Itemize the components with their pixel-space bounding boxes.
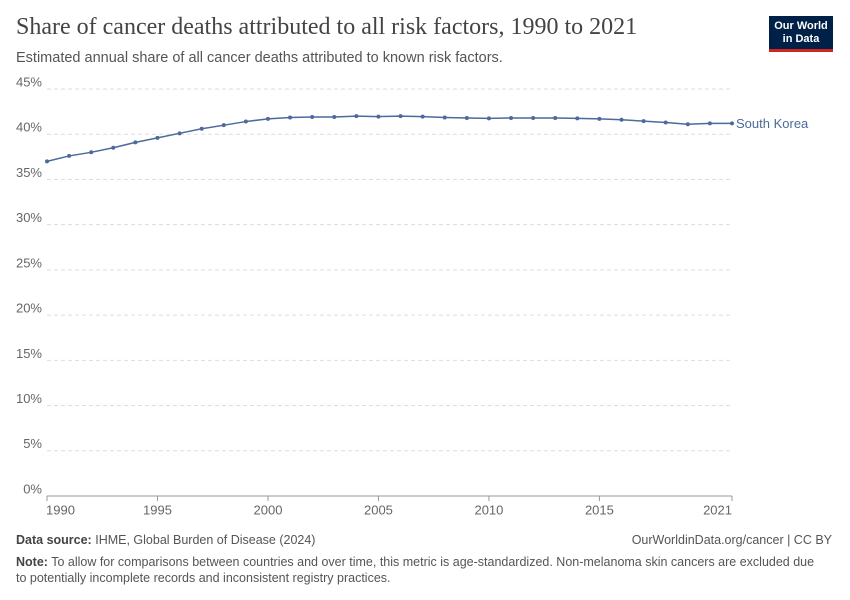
x-tick-label: 2015 — [585, 502, 614, 517]
x-tick-label: 2000 — [254, 502, 283, 517]
point — [45, 159, 49, 164]
x-tick-label: 2010 — [474, 502, 503, 517]
subtitle: Estimated annual share of all cancer dea… — [16, 50, 503, 66]
point — [420, 114, 425, 119]
point — [199, 126, 204, 131]
point — [707, 121, 712, 126]
point — [575, 116, 580, 121]
y-tick-label: 5% — [23, 436, 42, 451]
point — [265, 116, 270, 121]
note-text: To allow for comparisons between countri… — [16, 555, 815, 585]
y-tick-label: 20% — [16, 301, 42, 316]
point — [442, 115, 447, 120]
point — [288, 115, 293, 120]
point — [89, 150, 94, 155]
chart: 0% 5% 10% 15% 20% 25% 30% 35% 40% 45% 1990 1995 2000… — [16, 74, 809, 517]
y-tick-label: 15% — [16, 346, 42, 361]
y-tick-label: 10% — [16, 391, 42, 406]
point — [354, 114, 359, 119]
y-tick-label: 45% — [16, 74, 42, 89]
source: Data source: IHME, Global Burden of Dise… — [16, 533, 315, 547]
logo-text: Our World — [774, 20, 828, 32]
x-tick-label: 2005 — [364, 502, 393, 517]
x-tick-label: 1995 — [143, 502, 172, 517]
y-tick-label: 40% — [16, 120, 42, 135]
point — [509, 115, 514, 120]
point — [553, 115, 558, 120]
y-tick-label: 25% — [16, 255, 42, 270]
source-text: IHME, Global Burden of Disease (2024) — [95, 533, 316, 547]
point — [111, 145, 116, 150]
point — [597, 116, 602, 121]
line — [46, 115, 732, 163]
legend-label: South Korea — [736, 116, 809, 131]
link[interactable]: OurWorldinData.org/cancer | CC BY — [631, 533, 832, 547]
note: Note: To allow for comparisons between c… — [16, 554, 816, 586]
point — [663, 120, 668, 125]
point — [398, 114, 403, 119]
point — [243, 119, 248, 124]
point — [221, 123, 226, 128]
point — [310, 115, 315, 120]
point — [464, 115, 469, 120]
point — [133, 140, 138, 145]
y-tick-label: 35% — [16, 165, 42, 180]
x-tick-label: 1990 — [46, 502, 75, 517]
logo[interactable]: Our World in Data — [769, 16, 833, 52]
note-label: Note: — [16, 555, 48, 569]
logo-text: in Data — [782, 33, 820, 45]
title: Share of cancer deaths attributed to all… — [16, 14, 638, 40]
point — [177, 131, 182, 136]
source-label: Data source: — [16, 533, 92, 547]
x-tick-label: 2021 — [703, 502, 732, 517]
point — [486, 116, 491, 121]
point — [376, 114, 381, 119]
point — [730, 121, 734, 126]
point — [531, 115, 536, 120]
y-tick-label: 0% — [23, 481, 42, 496]
point — [685, 122, 690, 127]
point — [67, 153, 72, 158]
point — [619, 117, 624, 122]
point — [332, 115, 337, 120]
y-tick-label: 30% — [16, 210, 42, 225]
point — [641, 119, 646, 124]
point — [155, 135, 160, 140]
